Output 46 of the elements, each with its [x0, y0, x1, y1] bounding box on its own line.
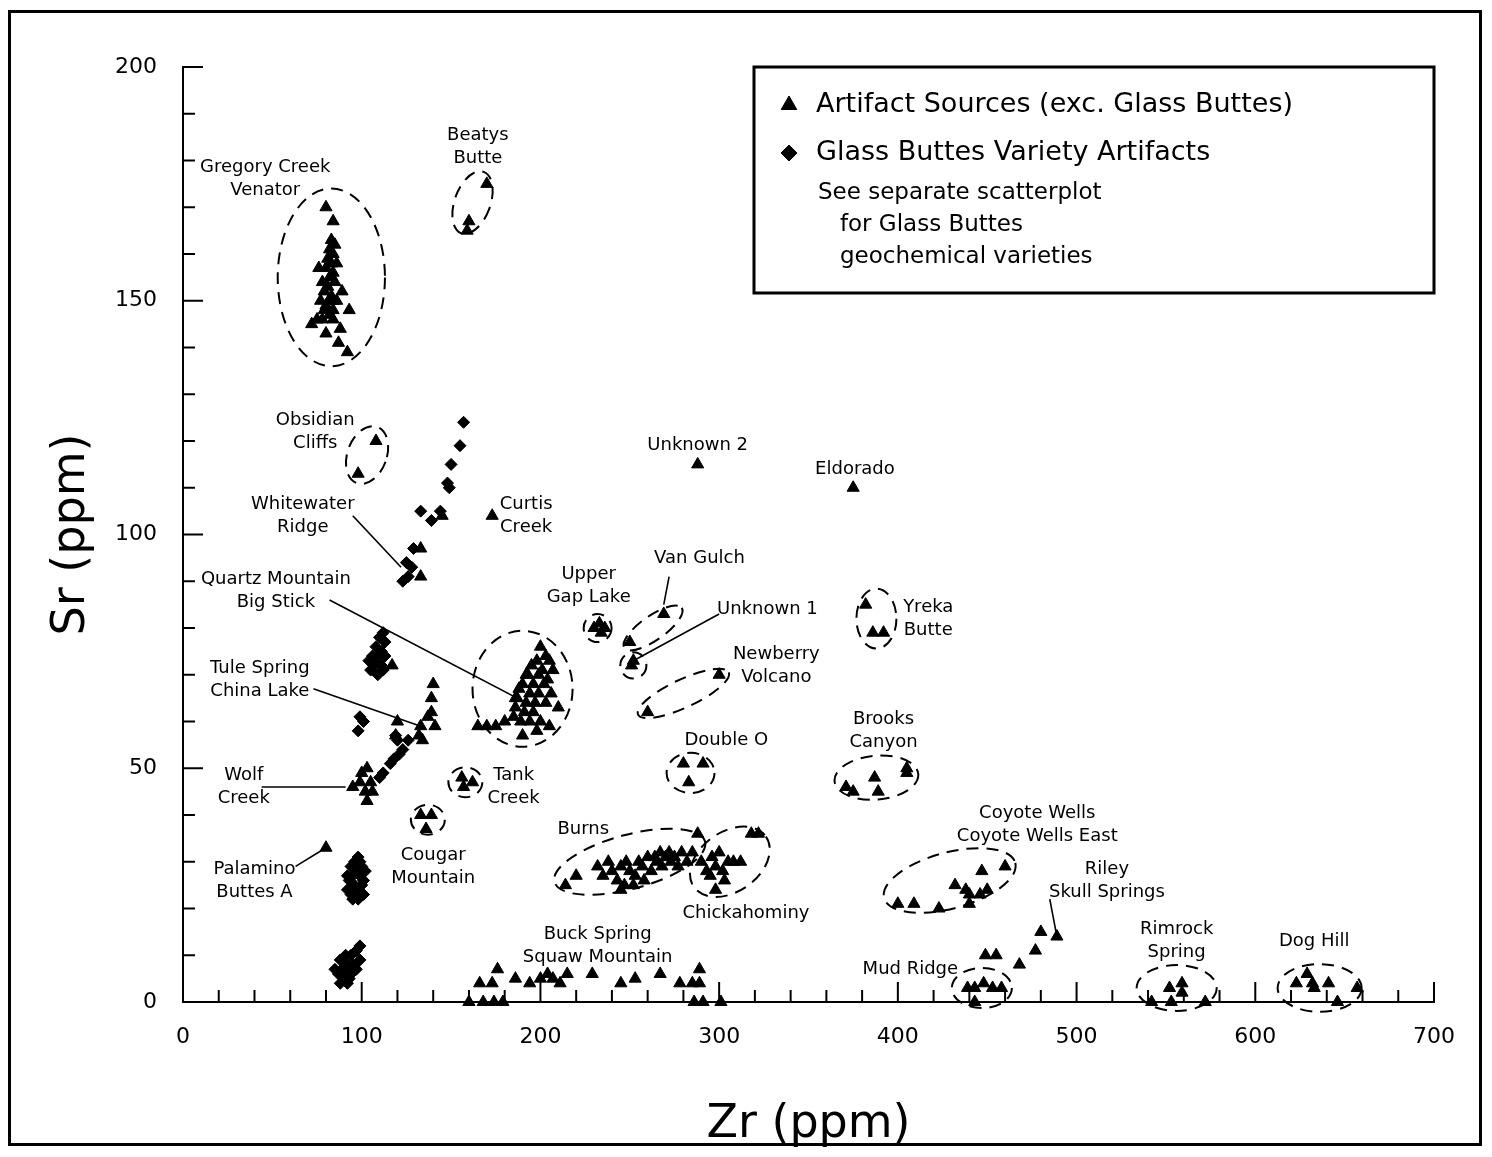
annotation: Gregory Creek Venator: [200, 155, 331, 200]
annotation: Rimrock Spring: [1139, 917, 1214, 962]
x-axis-title: Zr (ppm): [706, 1094, 911, 1149]
y-tick-label: 50: [129, 753, 157, 779]
annotation: Unknown 1: [717, 596, 818, 618]
x-tick-label: 100: [340, 1022, 383, 1048]
annotation: Palamino Buttes A: [213, 856, 296, 901]
annotation: Tank Creek: [487, 763, 541, 808]
y-axis-title: Sr (ppm): [40, 433, 95, 636]
y-tick-label: 200: [115, 52, 157, 78]
annotation: Unknown 2: [647, 433, 749, 455]
legend-label: Artifact Sources (exc. Glass Buttes): [816, 87, 1293, 119]
annotation: Eldorado: [815, 456, 895, 478]
annotation: Dog Hill: [1278, 928, 1350, 950]
annotation: Wolf Creek: [217, 763, 271, 808]
annotation: See separate scatterplot for Glass Buttes geochemical varieties: [818, 177, 1102, 268]
annotation: Cougar Mountain: [391, 842, 476, 887]
annotation: Mud Ridge: [862, 956, 959, 978]
annotation: Obsidian Cliffs: [275, 407, 355, 452]
annotation: Quartz Mountain Big Stick: [200, 566, 351, 611]
x-tick-label: 600: [1234, 1022, 1277, 1048]
x-tick-label: 0: [176, 1022, 190, 1048]
annotation: Double O: [684, 727, 769, 749]
annotation: Tule Spring China Lake: [209, 655, 310, 700]
annotation: Riley Skull Springs: [1049, 856, 1165, 901]
y-tick-label: 100: [115, 520, 157, 546]
annotation: Buck Spring Squaw Mountain: [522, 922, 673, 967]
x-tick-label: 200: [519, 1022, 562, 1048]
x-tick-label: 700: [1413, 1022, 1455, 1048]
annotation: Brooks Canyon: [849, 707, 918, 752]
annotation: Upper Gap Lake: [546, 562, 631, 607]
annotation: Burns: [557, 816, 610, 838]
annotation: Coyote Wells Coyote Wells East: [956, 800, 1118, 845]
x-tick-label: 400: [876, 1022, 919, 1048]
annotation: Van Gulch: [654, 545, 745, 567]
y-tick-label: 150: [115, 286, 157, 312]
legend-label: Glass Buttes Variety Artifacts: [816, 135, 1211, 167]
annotation: Curtis Creek: [499, 491, 553, 536]
annotation: Whitewater Ridge: [250, 491, 356, 536]
annotation: Beatys Butte: [447, 122, 509, 167]
x-tick-label: 300: [698, 1022, 741, 1048]
annotation: Chickahominy: [682, 900, 810, 922]
x-tick-label: 500: [1055, 1022, 1098, 1048]
annotation: Newberry Volcano: [732, 641, 821, 686]
annotation: Yreka Butte: [902, 594, 954, 639]
y-tick-label: 0: [143, 987, 157, 1013]
